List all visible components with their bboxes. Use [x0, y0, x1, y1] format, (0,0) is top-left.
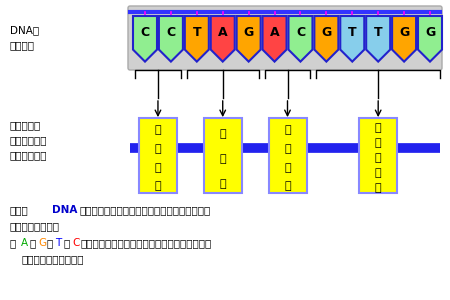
Text: グ: グ: [155, 125, 161, 135]
Text: レ: レ: [375, 138, 382, 148]
Text: シ: シ: [155, 163, 161, 173]
Text: G: G: [321, 26, 332, 39]
Text: ・: ・: [10, 238, 16, 248]
FancyBboxPatch shape: [128, 6, 442, 70]
Text: DNAの: DNAの: [10, 25, 39, 35]
Polygon shape: [262, 16, 287, 62]
Text: ン: ン: [220, 179, 226, 189]
Text: アミノ酸配列: アミノ酸配列: [10, 221, 60, 231]
Text: G: G: [243, 26, 254, 39]
Polygon shape: [315, 16, 338, 62]
Text: C: C: [140, 26, 149, 39]
Polygon shape: [237, 16, 261, 62]
Text: 図１: 図１: [10, 205, 29, 215]
Text: ア: ア: [284, 125, 291, 135]
Text: セ: セ: [220, 129, 226, 139]
Text: 、: 、: [30, 238, 36, 248]
Text: ニ: ニ: [375, 168, 382, 178]
Text: と略記された四種類の塩基三個で一つのアミノ: と略記された四種類の塩基三個で一つのアミノ: [81, 238, 212, 248]
Polygon shape: [392, 16, 416, 62]
Text: 、: 、: [46, 238, 53, 248]
FancyBboxPatch shape: [139, 118, 177, 193]
Text: T: T: [348, 26, 356, 39]
Text: T: T: [55, 238, 61, 248]
Text: 塔基配列: 塔基配列: [10, 40, 35, 50]
Text: A: A: [21, 238, 28, 248]
Text: ン: ン: [284, 182, 291, 191]
Text: T: T: [193, 26, 201, 39]
Text: A: A: [218, 26, 228, 39]
Text: アミノ酸配列: アミノ酸配列: [10, 150, 48, 160]
Text: の塔基配列と細胞内で合成されたタンパク質の: の塔基配列と細胞内で合成されたタンパク質の: [79, 205, 210, 215]
Polygon shape: [159, 16, 183, 62]
Text: 、: 、: [63, 238, 70, 248]
Polygon shape: [185, 16, 209, 62]
Text: リ: リ: [155, 144, 161, 154]
Text: A: A: [270, 26, 279, 39]
Text: DNA: DNA: [52, 205, 77, 215]
Text: C: C: [166, 26, 176, 39]
Text: C: C: [296, 26, 305, 39]
FancyBboxPatch shape: [204, 118, 242, 193]
Polygon shape: [366, 16, 390, 62]
Text: ン: ン: [155, 182, 161, 191]
Polygon shape: [133, 16, 157, 62]
Text: T: T: [374, 26, 382, 39]
Text: ニ: ニ: [284, 163, 291, 173]
Text: C: C: [72, 238, 79, 248]
Polygon shape: [288, 16, 312, 62]
FancyBboxPatch shape: [269, 118, 306, 193]
Text: G: G: [399, 26, 409, 39]
Text: ン: ン: [375, 183, 382, 193]
Text: リ: リ: [220, 154, 226, 164]
Text: タンパク質の: タンパク質の: [10, 135, 48, 145]
Polygon shape: [211, 16, 235, 62]
Text: 合成された: 合成された: [10, 120, 41, 130]
Text: 酸を暗号化している。: 酸を暗号化している。: [21, 254, 84, 264]
Polygon shape: [418, 16, 442, 62]
Text: G: G: [425, 26, 435, 39]
Polygon shape: [340, 16, 364, 62]
FancyBboxPatch shape: [359, 118, 397, 193]
Text: オ: オ: [375, 153, 382, 163]
Text: ラ: ラ: [284, 144, 291, 154]
Text: ト: ト: [375, 123, 382, 133]
Text: G: G: [38, 238, 46, 248]
